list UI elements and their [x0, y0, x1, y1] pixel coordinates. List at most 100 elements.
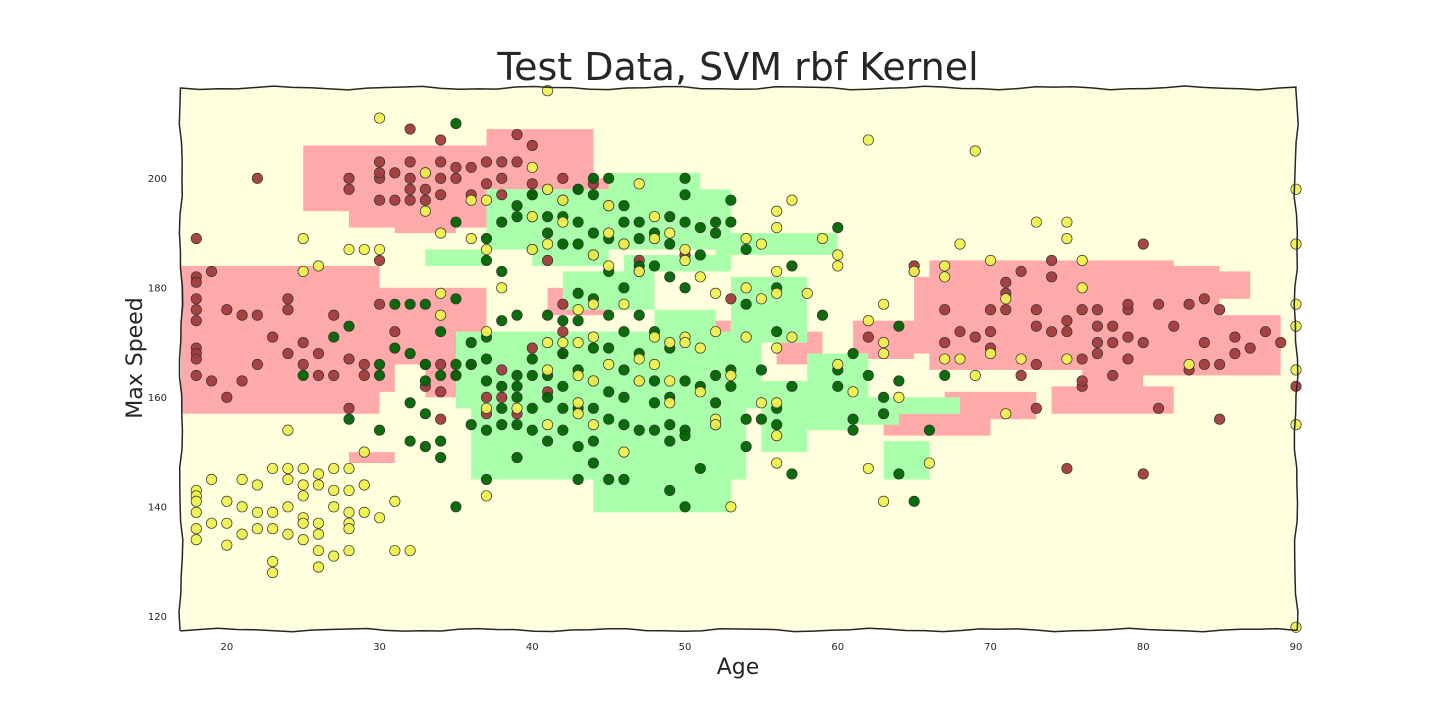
- data-point: [725, 380, 737, 392]
- data-point: [496, 282, 508, 294]
- data-point: [648, 211, 661, 223]
- data-point: [282, 424, 294, 436]
- data-point: [542, 85, 554, 97]
- data-point: [725, 216, 737, 228]
- data-point: [465, 161, 477, 173]
- data-point: [572, 408, 584, 420]
- data-point: [954, 326, 966, 338]
- data-point: [190, 495, 202, 507]
- data-point: [480, 424, 493, 436]
- data-point: [618, 216, 630, 228]
- data-point: [480, 402, 493, 414]
- data-point: [435, 386, 447, 398]
- data-point: [1000, 304, 1012, 316]
- data-point: [496, 189, 508, 201]
- data-point: [312, 517, 325, 529]
- region-cell: [837, 397, 899, 425]
- data-point: [832, 358, 844, 371]
- data-point: [1290, 419, 1302, 431]
- data-point: [282, 347, 294, 360]
- chart-title: Test Data, SVM rbf Kernel: [496, 45, 978, 89]
- data-point: [618, 364, 630, 376]
- data-point: [267, 566, 279, 579]
- data-point: [1076, 282, 1088, 294]
- data-point: [267, 331, 279, 343]
- data-point: [603, 386, 615, 398]
- data-point: [954, 353, 966, 365]
- x-tick-label: 50: [679, 642, 692, 653]
- data-point: [404, 397, 416, 409]
- data-point: [1015, 369, 1027, 381]
- data-point: [328, 369, 340, 381]
- data-point: [526, 211, 538, 223]
- data-point: [236, 309, 248, 321]
- data-point: [251, 172, 263, 184]
- data-point: [939, 260, 951, 272]
- data-point: [1198, 358, 1210, 371]
- data-point: [419, 194, 431, 206]
- data-point: [511, 211, 523, 223]
- data-point: [480, 254, 493, 267]
- data-point: [465, 233, 477, 245]
- data-point: [557, 172, 569, 184]
- data-point: [297, 369, 309, 381]
- data-point: [297, 534, 309, 546]
- data-point: [374, 167, 386, 179]
- data-point: [435, 172, 447, 184]
- data-point: [1259, 326, 1272, 338]
- data-point: [1076, 375, 1088, 387]
- x-tick-label: 60: [831, 642, 844, 653]
- data-point: [939, 271, 951, 283]
- y-axis-label: Max Speed: [123, 297, 148, 418]
- data-point: [404, 347, 416, 360]
- data-point: [542, 227, 554, 239]
- data-point: [358, 479, 370, 491]
- data-point: [465, 194, 477, 206]
- data-point: [878, 495, 890, 507]
- data-point: [343, 506, 355, 518]
- data-point: [878, 408, 890, 420]
- data-point: [282, 528, 294, 540]
- data-point: [435, 413, 447, 425]
- data-point: [1214, 304, 1226, 316]
- data-point: [572, 315, 584, 327]
- data-point: [526, 189, 538, 201]
- data-point: [511, 451, 523, 464]
- data-point: [786, 380, 798, 392]
- data-point: [740, 413, 752, 425]
- data-point: [542, 337, 554, 349]
- data-point: [374, 194, 386, 206]
- data-point: [511, 156, 523, 168]
- data-point: [297, 462, 309, 475]
- data-point: [603, 342, 615, 354]
- data-point: [587, 342, 599, 354]
- data-point: [419, 167, 431, 179]
- data-point: [878, 298, 890, 310]
- data-point: [297, 517, 309, 529]
- data-point: [1137, 337, 1149, 349]
- data-point: [1015, 353, 1027, 365]
- data-point: [664, 419, 676, 431]
- data-point: [389, 167, 401, 179]
- data-point: [297, 233, 309, 245]
- data-point: [190, 304, 202, 316]
- data-point: [1000, 293, 1012, 305]
- data-point: [190, 276, 202, 288]
- data-point: [557, 216, 569, 228]
- data-point: [603, 309, 615, 321]
- data-point: [374, 424, 386, 436]
- data-point: [740, 441, 752, 453]
- data-point: [740, 243, 752, 256]
- data-point: [633, 178, 645, 190]
- data-point: [1015, 265, 1027, 277]
- data-point: [435, 435, 447, 447]
- data-point: [221, 539, 233, 551]
- region-cell: [501, 441, 563, 464]
- data-point: [236, 473, 248, 485]
- data-point: [572, 473, 584, 485]
- data-point: [893, 375, 905, 387]
- data-point: [572, 183, 584, 195]
- data-point: [832, 249, 844, 261]
- data-point: [557, 194, 569, 206]
- data-point: [496, 315, 508, 327]
